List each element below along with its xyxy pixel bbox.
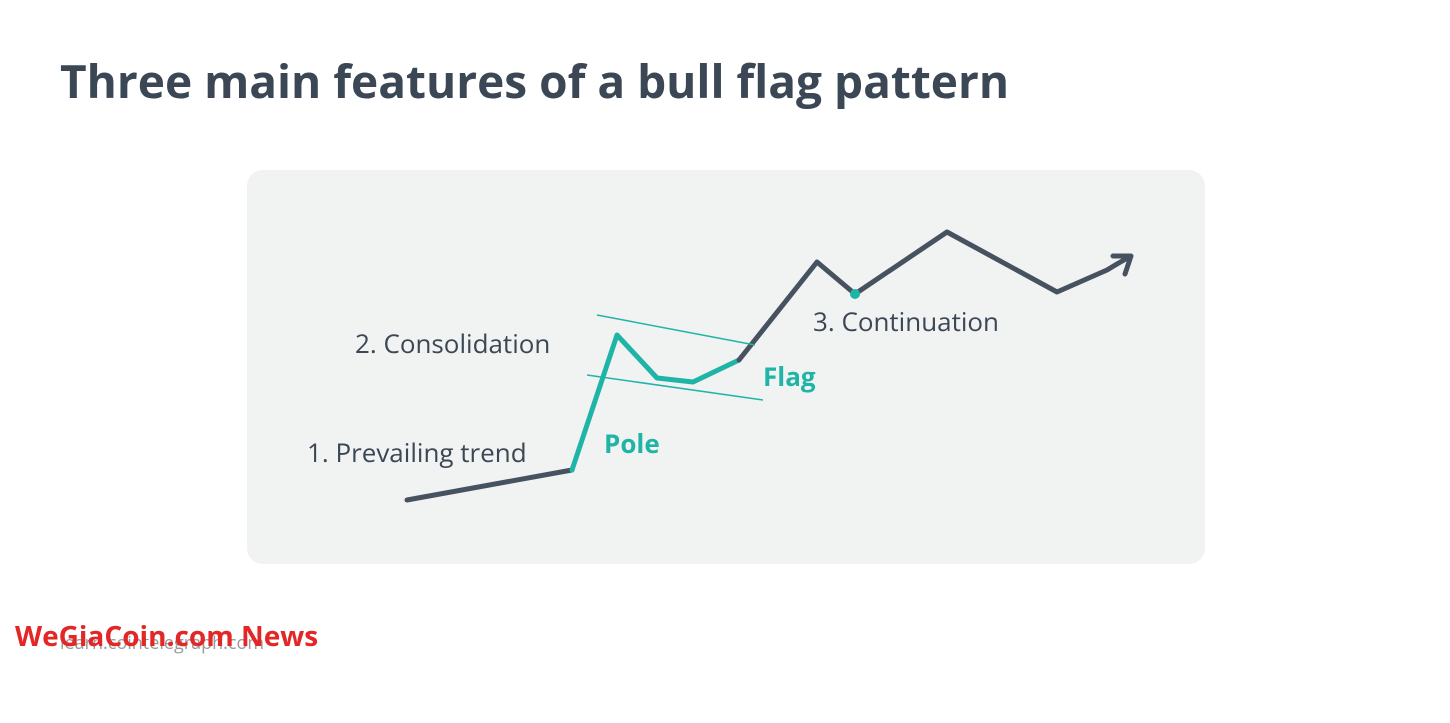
chart-panel: 1. Prevailing trend 2. Consolidation 3. … xyxy=(247,170,1205,564)
label-pole: Pole xyxy=(604,425,660,461)
continuation-dot xyxy=(850,289,860,299)
continuation-line xyxy=(739,232,1117,360)
label-flag: Flag xyxy=(763,358,816,394)
page-title: Three main features of a bull flag patte… xyxy=(60,50,1009,112)
label-prevailing-trend: 1. Prevailing trend xyxy=(307,434,527,470)
prevailing-trend-line xyxy=(407,470,572,500)
bull-flag-chart xyxy=(247,170,1205,564)
label-continuation: 3. Continuation xyxy=(813,303,999,339)
label-consolidation: 2. Consolidation xyxy=(355,325,550,361)
watermark-brand: WeGiaCoin.com News xyxy=(15,617,318,655)
arrow-head xyxy=(1113,256,1131,274)
